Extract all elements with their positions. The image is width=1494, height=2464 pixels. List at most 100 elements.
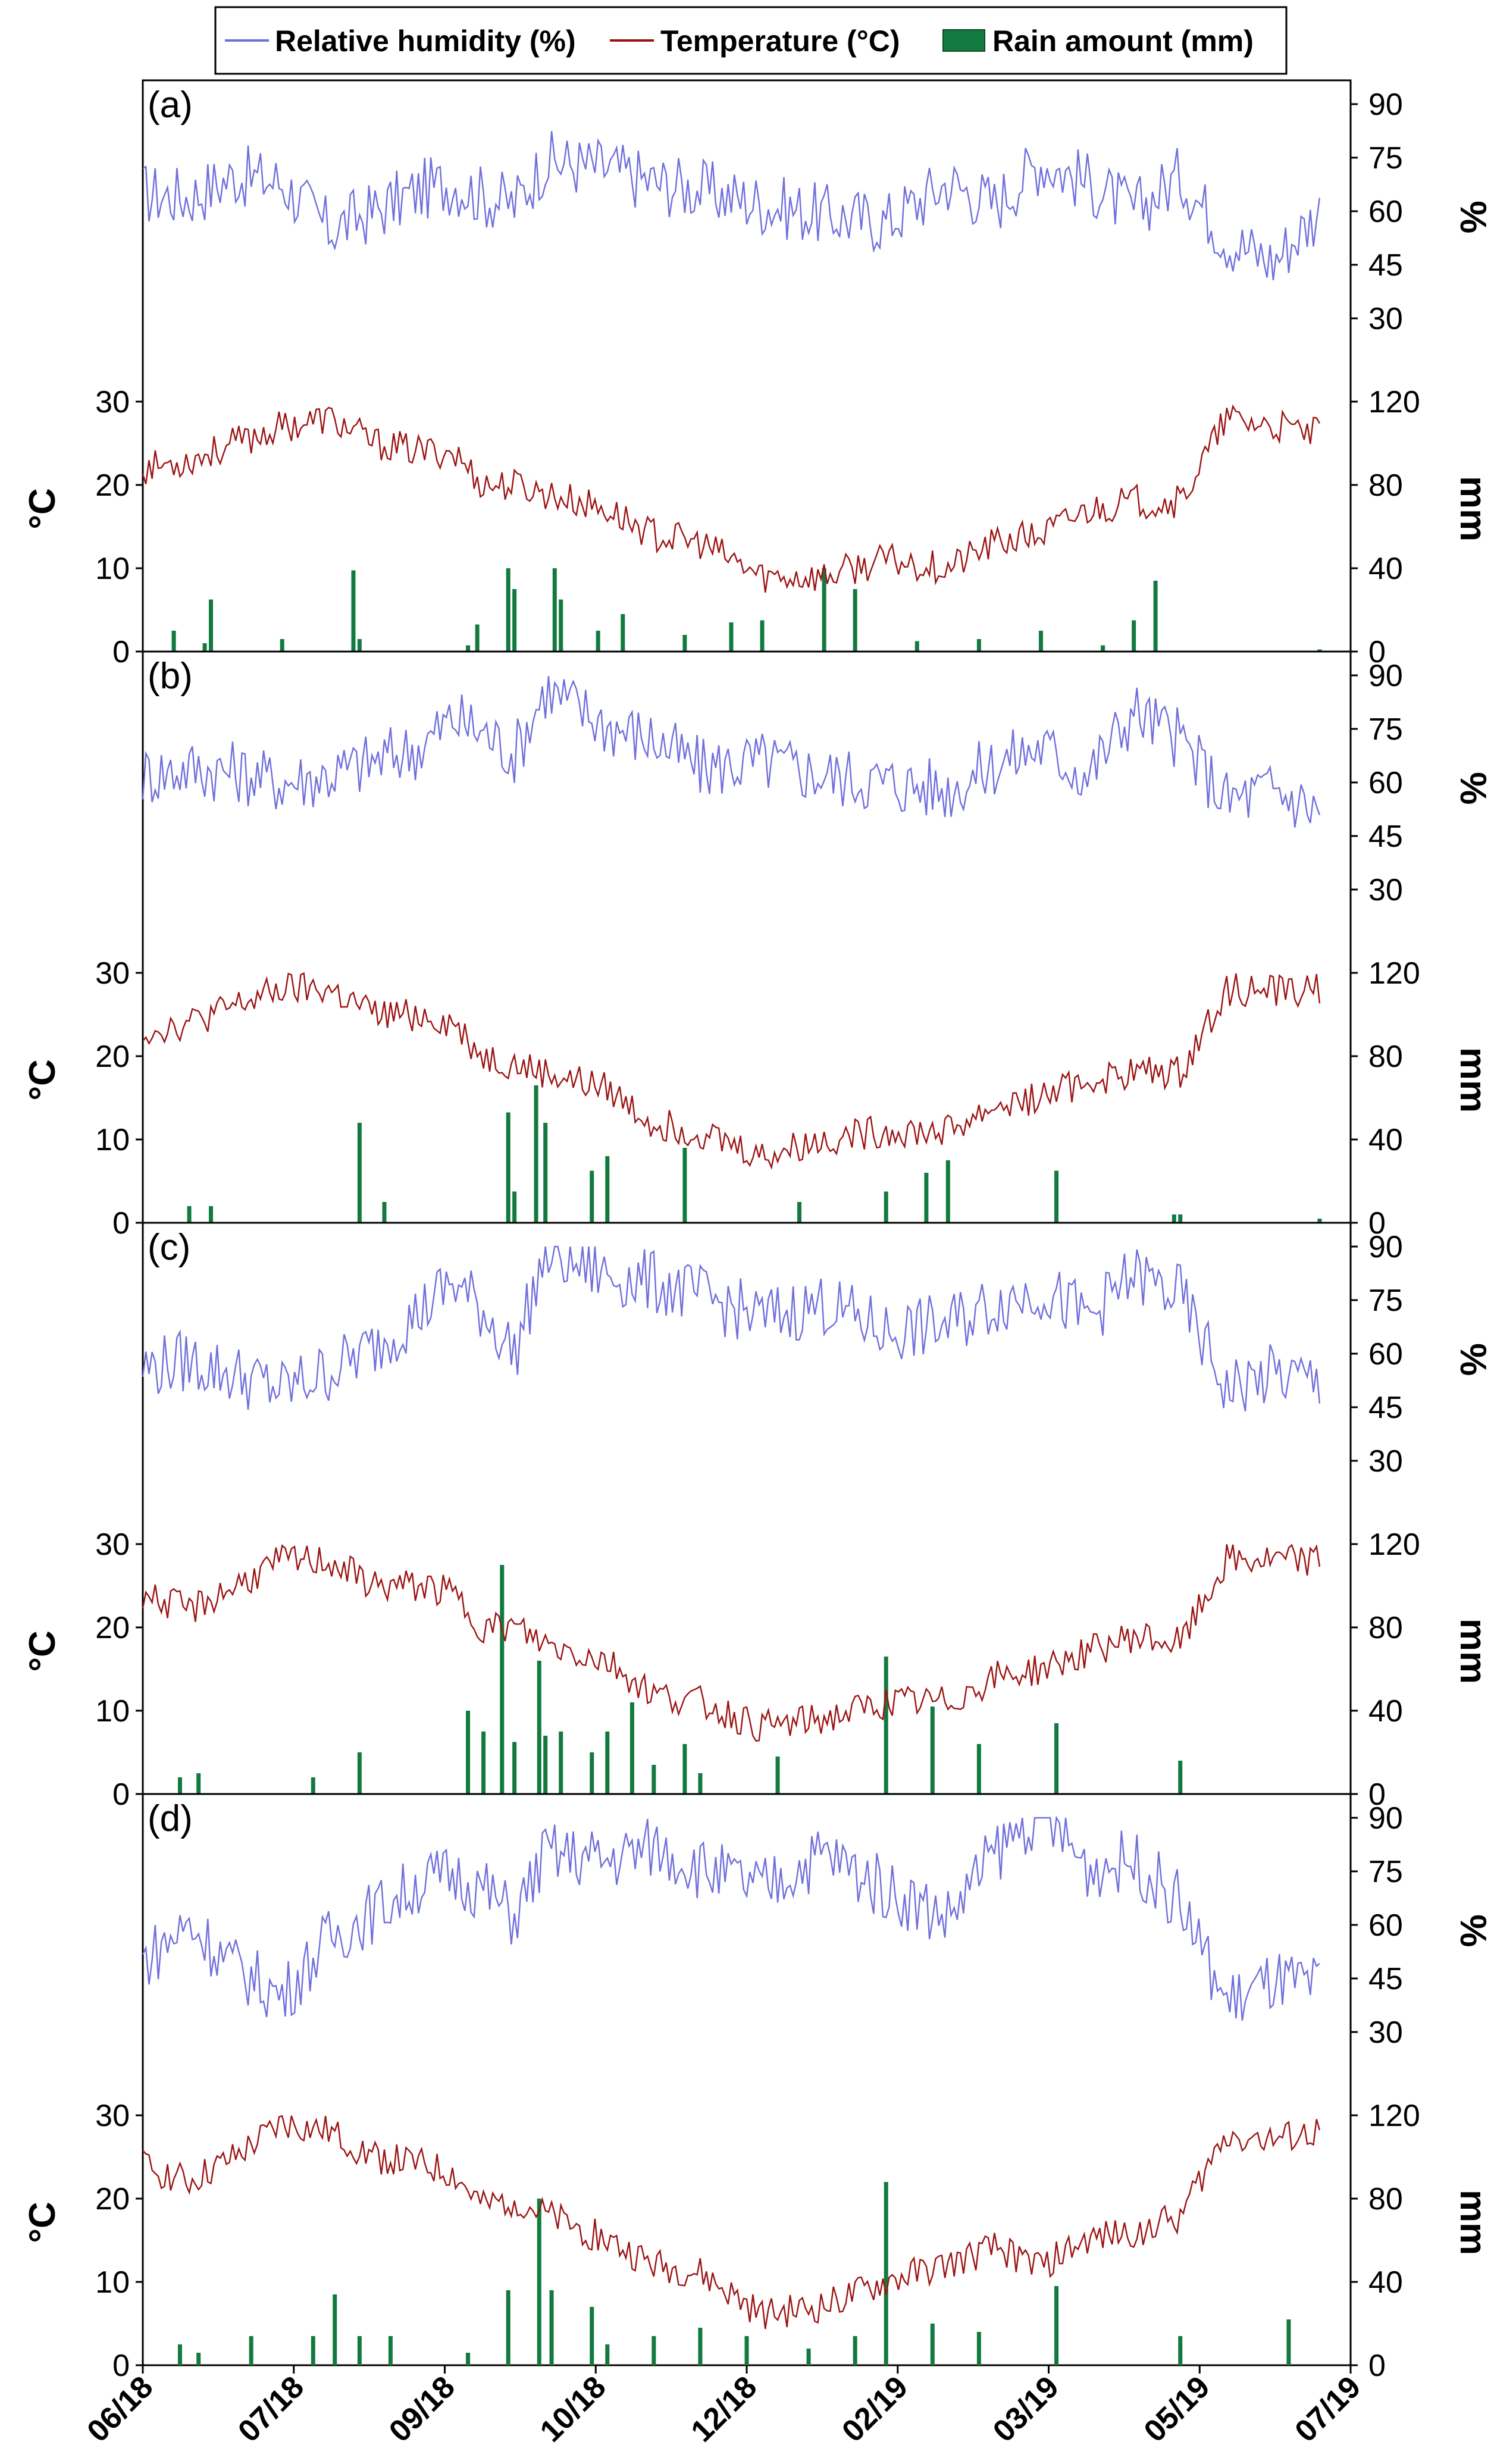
rain-bar <box>1317 1219 1322 1223</box>
humidity-series-line <box>142 676 1321 828</box>
rain-bar <box>1101 645 1105 652</box>
rain-bar <box>605 2344 610 2365</box>
rain-bar <box>629 1702 634 1794</box>
panel-b: (b) 0 10 20 30 °C 30 45 60 75 90% 0 40 80 120 mm <box>22 650 1493 1241</box>
rain-tick-label: 120 <box>1368 1527 1420 1562</box>
rain-bar <box>590 2307 594 2365</box>
rain-bar <box>177 2344 182 2365</box>
temp-tick-label: 10 <box>95 552 130 586</box>
humidity-tick-label: 30 <box>1368 1444 1403 1479</box>
rain-bar <box>351 570 356 652</box>
x-tick-label: 07/18 <box>231 2369 311 2449</box>
rain-bar <box>822 568 826 652</box>
temperature-series-line <box>142 2115 1321 2330</box>
rain-axis-label: mm <box>1452 476 1493 541</box>
temp-axis-label: °C <box>22 1630 63 1672</box>
humidity-tick-label: 45 <box>1368 1962 1403 1996</box>
rain-bar <box>682 1148 687 1223</box>
rain-bar <box>930 1707 935 1794</box>
rain-bar <box>512 1742 517 1794</box>
rain-tick-label: 40 <box>1368 552 1403 586</box>
humidity-series-line <box>142 1245 1321 1412</box>
rain-bar <box>590 1752 594 1794</box>
rain-bar <box>357 639 362 652</box>
panel-label: (c) <box>148 1227 190 1268</box>
rain-bar <box>1286 2319 1291 2365</box>
panel-label: (b) <box>148 656 193 697</box>
x-tick-label: 02/19 <box>835 2369 914 2449</box>
rain-axis-label: mm <box>1452 2190 1493 2255</box>
rain-tick-label: 40 <box>1368 1694 1403 1729</box>
rain-bar <box>853 589 857 652</box>
rain-bar <box>506 2290 510 2365</box>
temp-tick-label: 0 <box>112 2349 130 2383</box>
rain-bar <box>682 1744 687 1794</box>
humidity-tick-label: 90 <box>1368 1230 1403 1264</box>
temp-tick-label: 20 <box>95 2182 130 2216</box>
temp-tick-label: 30 <box>95 2099 130 2133</box>
temp-tick-label: 0 <box>112 635 130 669</box>
rain-bar <box>209 599 214 652</box>
humidity-tick-label: 75 <box>1368 141 1403 176</box>
temp-tick-label: 10 <box>95 1694 130 1729</box>
temp-axis-label: °C <box>22 1059 63 1101</box>
rain-bar <box>1054 2286 1059 2365</box>
legend-frame <box>214 6 1288 75</box>
humidity-axis-label: % <box>1452 1914 1493 1947</box>
temp-tick-label: 30 <box>95 1527 130 1562</box>
rain-bar <box>475 624 480 652</box>
x-tick-label: 05/19 <box>1138 2369 1217 2449</box>
rain-tick-label: 120 <box>1368 956 1420 991</box>
temp-tick-label: 30 <box>95 956 130 991</box>
x-tick-label: 03/19 <box>986 2369 1066 2449</box>
legend-rain-swatch <box>942 29 985 52</box>
rain-bar <box>500 1565 505 1794</box>
humidity-tick-label: 90 <box>1368 87 1403 122</box>
rain-bar <box>333 2294 337 2365</box>
rain-bar <box>466 1711 471 1794</box>
rain-bar <box>797 1202 801 1223</box>
rain-bar <box>187 1206 192 1223</box>
rain-tick-label: 120 <box>1368 2099 1420 2133</box>
humidity-tick-label: 60 <box>1368 1337 1403 1372</box>
humidity-tick-label: 30 <box>1368 2015 1403 2050</box>
rain-axis-label: mm <box>1452 1618 1493 1684</box>
rain-bar <box>280 639 284 652</box>
rain-tick-label: 0 <box>1368 1777 1386 1812</box>
rain-bar <box>945 1160 950 1223</box>
rain-bar <box>605 1156 610 1223</box>
rain-bar <box>1038 631 1043 652</box>
humidity-axis-label: % <box>1452 772 1493 804</box>
rain-bar <box>652 1765 656 1794</box>
humidity-tick-label: 45 <box>1368 819 1403 854</box>
rain-bar <box>1317 649 1322 652</box>
rain-bar <box>534 1085 538 1223</box>
rain-bar <box>202 643 207 652</box>
humidity-tick-label: 75 <box>1368 1855 1403 1889</box>
rain-bar <box>537 1661 541 1794</box>
rain-bar <box>605 1732 610 1794</box>
rain-tick-label: 80 <box>1368 2182 1403 2216</box>
rain-bar <box>775 1757 780 1794</box>
rain-bar <box>382 1202 387 1223</box>
rain-bar <box>924 1173 929 1223</box>
rain-bar <box>744 2336 749 2365</box>
rain-tick-label: 80 <box>1368 1611 1403 1645</box>
rain-bar <box>466 645 471 652</box>
rain-bar <box>357 1123 362 1223</box>
humidity-tick-label: 30 <box>1368 873 1403 907</box>
rain-bar <box>537 2199 541 2365</box>
rain-bar <box>549 2290 554 2365</box>
humidity-tick-label: 60 <box>1368 766 1403 800</box>
temperature-series-line <box>142 972 1321 1170</box>
rain-bar <box>760 620 765 652</box>
rain-bar <box>1172 1214 1176 1223</box>
temp-axis-label: °C <box>22 488 63 530</box>
humidity-axis-label: % <box>1452 1343 1493 1376</box>
rain-bar <box>806 2349 811 2365</box>
rain-bar <box>543 1123 548 1223</box>
temp-axis-label: °C <box>22 2202 63 2243</box>
rain-bar <box>311 2336 315 2365</box>
rain-bar <box>976 2332 981 2365</box>
x-tick-label: 07/19 <box>1288 2369 1367 2449</box>
